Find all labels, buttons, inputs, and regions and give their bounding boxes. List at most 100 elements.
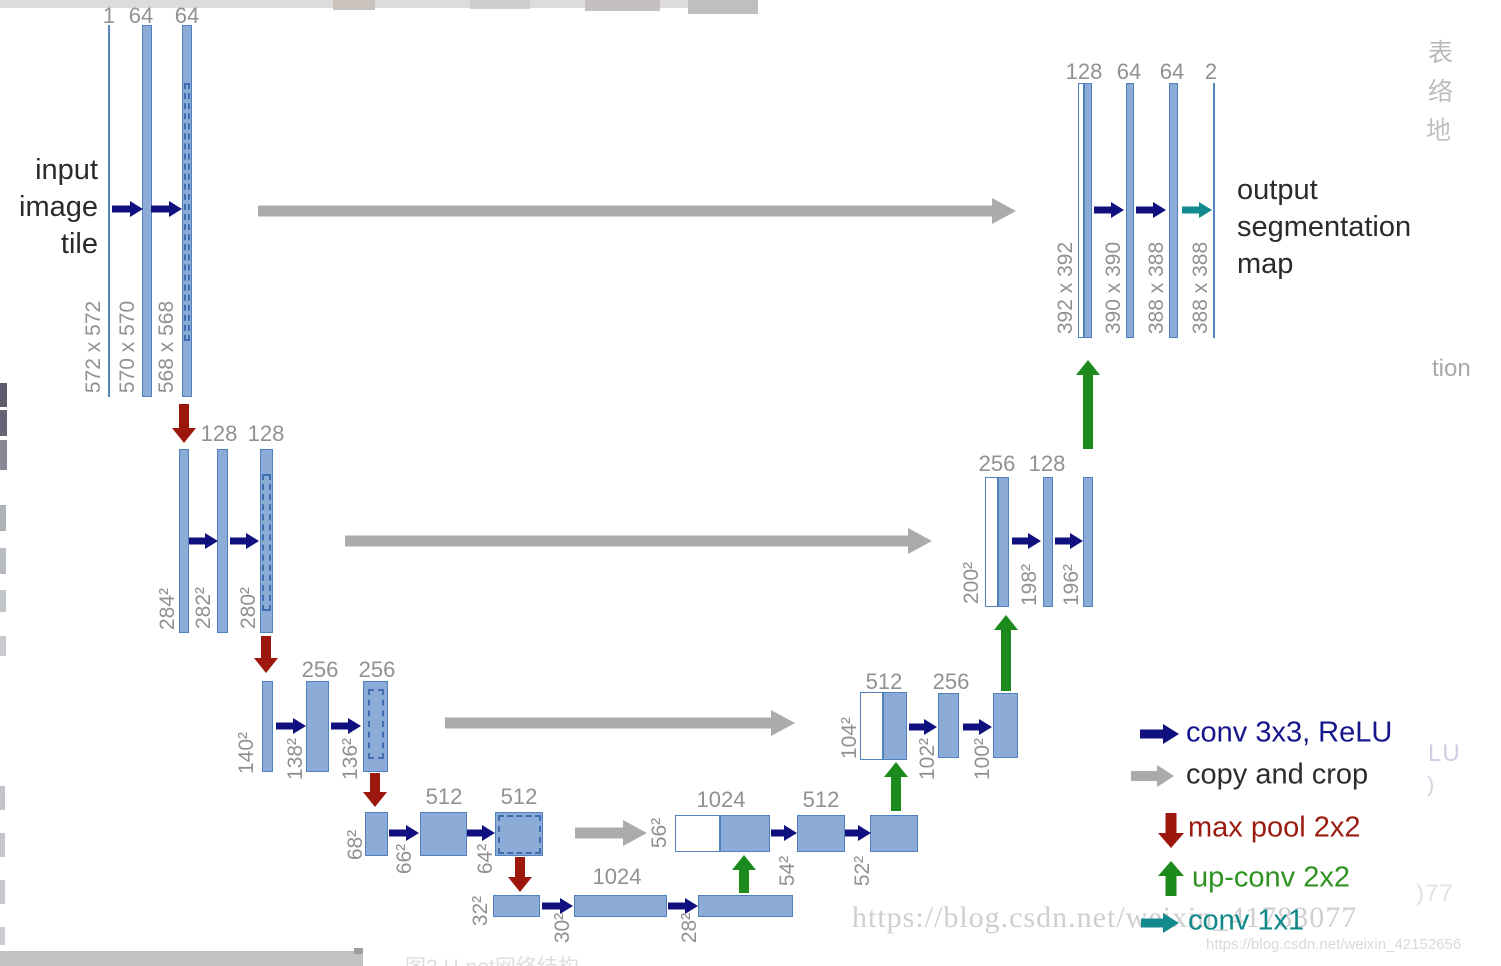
conv3x3-arrow xyxy=(151,201,182,217)
channel-label: 512 xyxy=(865,669,903,694)
top-noise-patch xyxy=(585,0,660,11)
legend-conv1x1-arrow xyxy=(1141,913,1179,933)
size-label: 570 x 570 xyxy=(116,300,139,394)
size-label: 52² xyxy=(851,855,874,887)
enc4-feature-column-3 xyxy=(495,812,543,856)
legend-upconv-label: up-conv 2x2 xyxy=(1192,861,1350,894)
maxpool-arrow-1 xyxy=(172,404,196,443)
bottleneck-column-3 xyxy=(698,895,793,917)
enc1-input-column xyxy=(108,25,110,397)
legend-copy-and-crop-arrow xyxy=(1131,765,1174,787)
conv3x3-arrow xyxy=(230,533,259,549)
legend-conv1x1-label: conv 1x1 xyxy=(1188,904,1305,937)
size-label: 32² xyxy=(469,895,492,927)
conv3x3-arrow xyxy=(1012,533,1041,549)
size-label: 388 x 388 xyxy=(1189,241,1212,335)
upconv-arrow-2 xyxy=(884,762,908,811)
crop-outline xyxy=(368,689,384,759)
left-edge-fragment xyxy=(0,927,5,945)
size-label: 102² xyxy=(916,737,939,781)
out-merged-column xyxy=(1078,83,1092,338)
out-segmentation-column xyxy=(1213,83,1215,338)
copy-and-crop-arrow-l2 xyxy=(345,528,932,554)
size-label: 568 x 568 xyxy=(155,300,178,394)
watermark-echo-lu: LU xyxy=(1428,740,1461,767)
dec3-merged-column xyxy=(860,692,907,760)
size-label: 284² xyxy=(156,587,179,631)
left-edge-fragment xyxy=(0,548,6,574)
copy-and-crop-arrow-l1 xyxy=(258,198,1016,224)
size-label: 390 x 390 xyxy=(1102,241,1125,335)
legend-maxpool-arrow xyxy=(1158,813,1184,848)
size-label: 280² xyxy=(237,586,260,630)
left-edge-fragment xyxy=(0,505,6,531)
conv3x3-arrow xyxy=(1055,533,1083,549)
channel-label: 128 xyxy=(200,421,238,446)
dec2-feature-column-2 xyxy=(1043,477,1053,607)
output-label-line1: output xyxy=(1237,174,1318,206)
conv1x1-arrow xyxy=(1182,202,1212,218)
watermark-echo-paren: ) xyxy=(1427,772,1436,797)
conv3x3-arrow xyxy=(189,533,218,549)
conv3x3-arrow xyxy=(845,825,871,841)
channel-label: 64 xyxy=(1159,59,1185,84)
output-label-line3: map xyxy=(1237,248,1294,280)
channel-label: 1024 xyxy=(696,787,746,812)
channel-label: 256 xyxy=(978,451,1016,476)
left-edge-fragment xyxy=(0,410,7,436)
size-label: 64² xyxy=(474,843,497,875)
conv3x3-arrow xyxy=(112,201,143,217)
left-edge-fragment xyxy=(0,833,5,857)
legend-conv3x3-arrow xyxy=(1140,724,1179,744)
channel-label: 2 xyxy=(1204,59,1218,84)
crop-outline xyxy=(262,474,271,611)
enc3-feature-column-3 xyxy=(363,681,388,772)
conv3x3-arrow xyxy=(668,898,698,914)
enc2-feature-column-3 xyxy=(260,449,273,633)
out-feature-column-3 xyxy=(1169,83,1178,338)
size-label: 56² xyxy=(648,817,671,849)
left-edge-fragment xyxy=(0,880,5,904)
watermark-large: https://blog.csdn.net/weixin_41783077 xyxy=(852,901,1358,934)
size-label: 282² xyxy=(192,586,215,630)
input-image-tile-label: input image tile xyxy=(8,152,98,263)
conv3x3-arrow xyxy=(1136,202,1166,218)
conv3x3-arrow xyxy=(331,718,361,734)
top-noise-patch xyxy=(333,0,375,10)
bottleneck-column-1 xyxy=(493,895,540,917)
channel-label: 128 xyxy=(247,421,285,446)
size-label: 392 x 392 xyxy=(1054,241,1077,335)
enc4-feature-column-2 xyxy=(420,812,467,856)
bottom-gray-bar-notch xyxy=(354,948,363,954)
conv3x3-arrow xyxy=(909,719,937,735)
watermark-small: https://blog.csdn.net/weixin_42152656 xyxy=(1206,936,1462,953)
dec2-merged-column xyxy=(985,477,1009,607)
legend-copy-and-crop-label: copy and crop xyxy=(1186,758,1369,791)
bottom-gray-bar xyxy=(0,951,363,966)
size-label: 100² xyxy=(971,737,994,781)
size-label: 572 x 572 xyxy=(82,300,105,394)
watermark-echo-77: )77 xyxy=(1416,880,1454,907)
output-label-line2: segmentation xyxy=(1237,211,1412,243)
conv3x3-arrow xyxy=(467,825,495,841)
dec3-feature-column-2 xyxy=(938,693,959,758)
dec4-merged-column xyxy=(675,815,770,852)
top-noise-patch xyxy=(470,0,530,9)
copy-and-crop-arrow-l3 xyxy=(445,710,795,736)
conv3x3-arrow xyxy=(276,718,306,734)
size-label: 198² xyxy=(1018,563,1041,607)
dec2-copied-features xyxy=(985,477,998,607)
dec4-feature-column-3 xyxy=(870,815,918,852)
copy-and-crop-arrow-l4 xyxy=(575,820,647,846)
size-label: 28² xyxy=(678,912,701,944)
maxpool-arrow-4 xyxy=(508,857,532,892)
channel-label: 1024 xyxy=(592,864,642,889)
dec4-upconv-features xyxy=(720,815,770,852)
channel-label: 256 xyxy=(358,657,396,682)
enc1-feature-column-2 xyxy=(182,25,192,397)
size-label: 138² xyxy=(284,737,307,781)
right-edge-text: tion xyxy=(1432,355,1471,382)
out-copied-features xyxy=(1078,83,1084,338)
out-feature-column-2 xyxy=(1126,83,1134,338)
size-label: 388 x 388 xyxy=(1145,241,1168,335)
